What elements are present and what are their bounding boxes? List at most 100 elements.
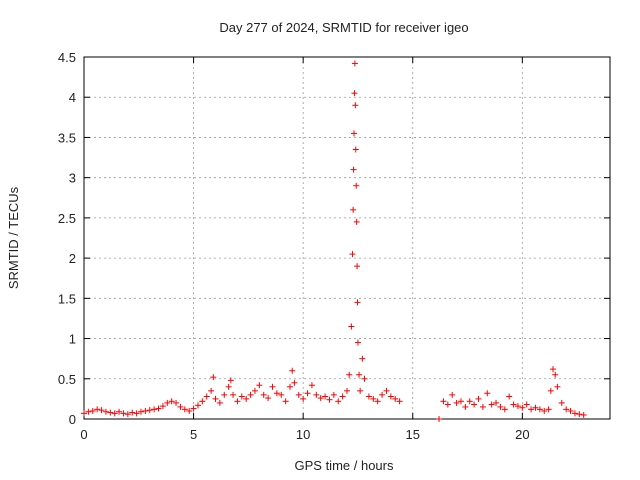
data-point xyxy=(94,406,101,413)
data-point xyxy=(243,395,250,402)
data-point xyxy=(354,299,361,306)
data-point xyxy=(532,404,539,411)
data-point xyxy=(234,398,241,405)
y-tick-label: 0 xyxy=(69,412,76,427)
data-point xyxy=(523,401,530,408)
data-point xyxy=(335,398,342,405)
data-point xyxy=(330,391,337,398)
data-point xyxy=(392,395,399,402)
data-point xyxy=(208,387,215,394)
x-tick-label: 15 xyxy=(406,427,420,442)
x-tick-label: 10 xyxy=(296,427,310,442)
data-point xyxy=(501,406,508,413)
data-point xyxy=(528,406,535,413)
data-point xyxy=(354,339,361,346)
data-point xyxy=(300,395,307,402)
data-point xyxy=(225,383,232,390)
data-point xyxy=(356,371,363,378)
tick-layer: 0 5 10 15 20 0 0.5 1 1.5 2 2.5 3 3.5 4 4.5 xyxy=(58,50,610,442)
data-point xyxy=(164,399,171,406)
data-point xyxy=(357,387,364,394)
data-point xyxy=(142,407,149,414)
data-point xyxy=(326,396,333,403)
data-point xyxy=(396,398,403,405)
data-point xyxy=(199,398,206,405)
data-point xyxy=(475,395,482,402)
data-point xyxy=(273,390,280,397)
data-point xyxy=(212,395,219,402)
data-point xyxy=(462,403,469,410)
data-point xyxy=(102,408,109,415)
data-point xyxy=(238,393,245,400)
data-point xyxy=(361,375,368,382)
data-point xyxy=(541,407,548,414)
data-point xyxy=(151,406,158,413)
chart-title: Day 277 of 2024, SRMTID for receiver ige… xyxy=(219,20,468,35)
data-point xyxy=(116,408,123,415)
data-point xyxy=(558,399,565,406)
data-point xyxy=(383,387,390,394)
y-tick-label: 3 xyxy=(69,171,76,186)
data-point xyxy=(129,409,136,416)
data-point xyxy=(580,411,587,418)
data-point xyxy=(547,387,554,394)
data-point xyxy=(563,406,570,413)
data-point xyxy=(466,398,473,405)
data-point xyxy=(289,367,296,374)
data-point xyxy=(203,393,210,400)
data-point xyxy=(536,406,543,413)
data-point xyxy=(313,391,320,398)
data-point xyxy=(230,391,237,398)
data-point xyxy=(317,395,324,402)
data-point xyxy=(440,398,447,405)
data-point xyxy=(387,393,394,400)
data-point xyxy=(349,251,356,258)
data-point xyxy=(436,416,443,422)
data-point xyxy=(488,401,495,408)
data-point xyxy=(81,410,87,417)
y-tick-label: 4.5 xyxy=(58,50,76,65)
data-point xyxy=(348,323,355,330)
y-tick-label: 0.5 xyxy=(58,372,76,387)
data-point xyxy=(107,409,114,416)
data-point xyxy=(352,146,359,153)
data-point xyxy=(98,407,105,414)
y-tick-label: 3.5 xyxy=(58,130,76,145)
data-point xyxy=(554,383,561,390)
data-point xyxy=(519,404,526,411)
data-point xyxy=(251,387,258,394)
data-point xyxy=(210,374,217,381)
data-point xyxy=(120,410,127,417)
data-point xyxy=(89,407,96,414)
data-point xyxy=(308,382,315,389)
data-point xyxy=(493,399,500,406)
data-point xyxy=(133,410,140,417)
data-point xyxy=(287,383,294,390)
data-point xyxy=(282,398,289,405)
data-point xyxy=(506,393,513,400)
data-point xyxy=(471,401,478,408)
data-point xyxy=(173,399,180,406)
x-tick-label: 20 xyxy=(515,427,529,442)
data-point xyxy=(571,410,578,417)
data-point xyxy=(576,411,583,418)
data-point xyxy=(552,371,559,378)
data-point xyxy=(194,402,201,409)
data-point xyxy=(350,166,357,173)
data-point xyxy=(181,406,188,413)
data-point xyxy=(159,403,166,410)
data-point xyxy=(146,407,153,414)
y-axis-label: SRMTID / TECUs xyxy=(6,186,21,289)
x-axis-label: GPS time / hours xyxy=(295,458,394,473)
data-point xyxy=(295,391,302,398)
data-point xyxy=(227,377,234,384)
data-point xyxy=(550,366,557,373)
data-point xyxy=(344,387,350,394)
data-point xyxy=(479,403,486,410)
data-point xyxy=(247,391,254,398)
points-layer xyxy=(81,60,587,422)
plot-frame xyxy=(83,56,611,420)
data-point xyxy=(350,206,357,213)
data-point xyxy=(352,102,359,109)
